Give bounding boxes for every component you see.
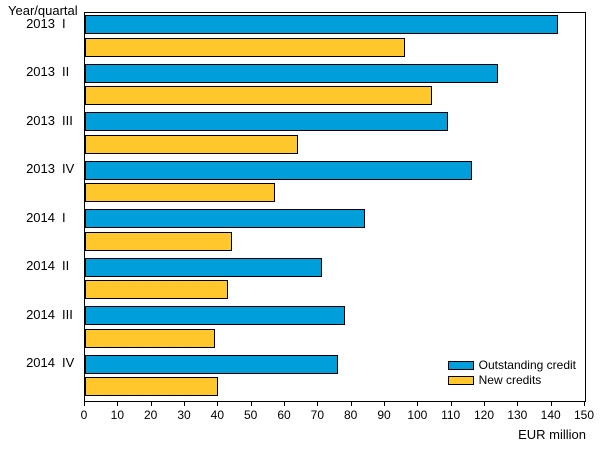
category-quarter: III (62, 306, 73, 322)
plot-area (84, 12, 586, 402)
y-axis-title: Year/quartal (8, 3, 78, 18)
x-axis-tick-label: 30 (177, 408, 191, 422)
bar-new-credits-2013-II (85, 86, 432, 105)
category-year: 2013 (26, 64, 55, 79)
bar-outstanding-credit-2014-III (85, 306, 345, 325)
legend-label-outstanding-credit: Outstanding credit (478, 358, 576, 372)
bar-new-credits-2013-III (85, 134, 299, 154)
category-label-2013-II: 2013 II (6, 65, 82, 79)
category-year: 2014 (26, 258, 55, 273)
category-year: 2014 (26, 209, 55, 225)
x-axis-tick (117, 401, 119, 406)
bar-new-credits-2014-III (85, 328, 215, 348)
bar-outstanding-credit-2013-IV (85, 160, 472, 180)
x-axis-tick (384, 401, 385, 406)
x-axis-tick-label: 100 (407, 408, 428, 422)
x-axis-tick-label: 40 (210, 408, 225, 422)
bar-outstanding-credit-2013-I (85, 15, 559, 34)
legend-item-outstanding-credit: Outstanding credit (447, 358, 576, 373)
x-axis-tick (217, 401, 219, 406)
x-axis-tick (250, 401, 252, 406)
category-year: 2014 (26, 306, 55, 322)
category-year: 2013 (26, 112, 55, 128)
x-axis-tick (284, 401, 285, 406)
x-axis-tick-label: 10 (110, 408, 125, 422)
category-label-2014-I: 2014 I (6, 209, 82, 225)
x-axis-tick-label: 90 (377, 408, 391, 422)
x-axis-tick (317, 401, 319, 406)
legend-item-new-credits: New credits (447, 373, 576, 388)
x-axis-tick (184, 401, 185, 406)
legend: Outstanding credit New credits (447, 358, 576, 388)
x-axis-tick (517, 401, 519, 406)
bar-new-credits-2014-IV (85, 377, 219, 396)
x-axis-tick-label: 20 (143, 408, 158, 422)
bar-outstanding-credit-2013-II (85, 63, 499, 83)
category-label-2013-III: 2013 III (6, 112, 82, 128)
bar-outstanding-credit-2014-IV (85, 354, 339, 374)
category-quarter: IV (62, 161, 75, 176)
x-axis-tick-label: 120 (473, 408, 495, 422)
category-label-2014-II: 2014 II (6, 259, 82, 273)
x-axis-tick (84, 401, 85, 406)
x-axis-tick (417, 401, 419, 406)
x-axis-tick-label: 70 (310, 408, 325, 422)
legend-swatch-outstanding-credit (447, 361, 474, 370)
bar-outstanding-credit-2013-III (85, 112, 449, 131)
bar-new-credits-2014-I (85, 231, 232, 251)
category-quarter: I (62, 209, 66, 225)
bar-new-credits-2013-IV (85, 183, 275, 202)
x-axis-tick (150, 401, 152, 406)
x-axis-tick (484, 401, 485, 406)
x-axis-tick-label: 50 (243, 408, 258, 422)
category-year: 2013 (26, 161, 55, 176)
category-label-2013-I: 2013 I (6, 15, 82, 31)
legend-swatch-new-credits (447, 376, 474, 385)
x-axis-tick (350, 401, 352, 406)
category-quarter: I (62, 15, 66, 31)
category-label-2014-IV: 2014 IV (6, 356, 82, 370)
x-axis-tick-label: 80 (343, 408, 358, 422)
x-axis-tick (450, 401, 452, 406)
legend-label-new-credits: New credits (478, 373, 542, 387)
x-axis-tick (550, 401, 552, 406)
bar-new-credits-2014-II (85, 280, 229, 299)
x-axis-tick-label: 0 (80, 408, 88, 422)
category-label-2014-III: 2014 III (6, 306, 82, 322)
bar-outstanding-credit-2014-II (85, 257, 322, 277)
category-quarter: III (62, 112, 73, 128)
category-quarter: II (62, 64, 70, 79)
x-axis-tick-label: 140 (540, 408, 561, 422)
x-axis-tick-label: 130 (507, 408, 528, 422)
bar-outstanding-credit-2014-I (85, 209, 365, 228)
category-quarter: II (62, 258, 70, 273)
category-quarter: IV (62, 355, 75, 370)
x-axis-tick-label: 60 (277, 408, 291, 422)
bar-new-credits-2013-I (85, 37, 405, 57)
category-year: 2014 (26, 355, 55, 370)
category-year: 2013 (26, 15, 55, 31)
x-axis-title: EUR million (518, 427, 586, 442)
x-axis-tick-label: 150 (573, 408, 595, 422)
category-label-2013-IV: 2013 IV (6, 162, 82, 176)
x-axis-tick (584, 401, 585, 406)
x-axis-tick-label: 110 (441, 408, 461, 422)
